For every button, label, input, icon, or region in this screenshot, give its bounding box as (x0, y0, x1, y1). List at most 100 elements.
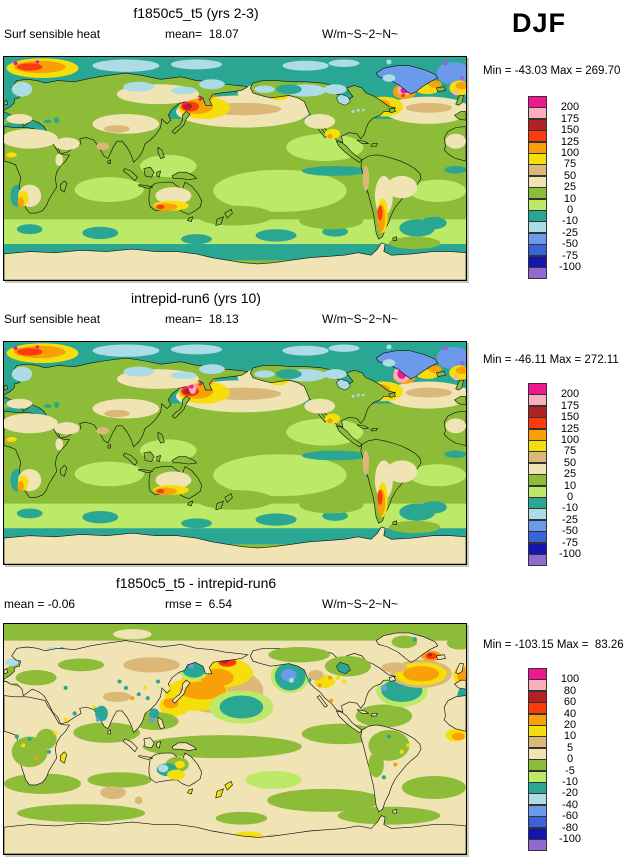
colorbar-tick-label: -100 (558, 261, 582, 273)
panel1-units-label: W/m~S~2~N~ (322, 27, 399, 41)
colorbar-tick-label: 175 (560, 399, 580, 412)
colorbar-tick-label: 75 (563, 445, 577, 458)
colorbar-tick-label: -100 (558, 833, 582, 845)
colorbar-cell (528, 793, 547, 806)
colorbar-tick-label: -25 (562, 226, 578, 239)
colorbar-tick-label: 0 (566, 491, 574, 503)
colorbar-tick-label: -80 (562, 821, 578, 834)
colorbar-cell (528, 747, 547, 760)
panel3-world-map-canvas (4, 624, 466, 854)
colorbar-cell (528, 383, 547, 395)
colorbar-cell (528, 804, 547, 817)
colorbar-tick-label: -10 (562, 502, 578, 515)
panel3-units-label: W/m~S~2~N~ (322, 597, 399, 611)
colorbar-cell (528, 816, 547, 829)
colorbar-cell (528, 428, 547, 441)
colorbar-cell (528, 497, 547, 509)
panel2-mean-stat: mean= 18.13 (165, 312, 239, 326)
panel1-world-map-canvas (4, 57, 466, 280)
colorbar-tick-label: 60 (563, 696, 577, 709)
panel2-units-label: W/m~S~2~N~ (322, 312, 399, 326)
colorbar-tick-label: 0 (566, 204, 574, 216)
season-label: DJF (511, 8, 566, 38)
colorbar-tick-label: 40 (563, 707, 577, 720)
colorbar-cell (528, 542, 547, 555)
colorbar-cell (528, 668, 547, 680)
panel2-minmax: Min = -46.11 Max = 272.11 (483, 354, 619, 366)
colorbar-tick-label: 10 (563, 479, 577, 492)
colorbar-cell (528, 221, 547, 234)
colorbar-tick-label: 125 (560, 135, 580, 148)
colorbar-cell (528, 394, 547, 407)
colorbar-cell (528, 531, 547, 544)
panel2-title: intrepid-run6 (yrs 10) (131, 290, 261, 306)
colorbar-cell (528, 153, 547, 165)
colorbar-cell (528, 554, 547, 566)
colorbar-tick-label: -40 (562, 798, 578, 811)
colorbar-tick-label: -60 (562, 810, 578, 823)
colorbar-cell (528, 462, 547, 475)
colorbar-tick-label: 50 (563, 456, 577, 469)
colorbar-cell (528, 485, 547, 498)
colorbar-cell (528, 679, 547, 692)
colorbar-tick-label: 10 (563, 730, 577, 743)
colorbar-tick-label: 50 (563, 169, 577, 182)
panel1-mean-stat: mean= 18.07 (165, 27, 239, 41)
colorbar-cell (528, 405, 547, 418)
colorbar-cell (528, 96, 547, 108)
colorbar-cell (528, 440, 547, 452)
colorbar-cell (528, 839, 547, 851)
colorbar-tick-label: 25 (563, 181, 577, 194)
colorbar-cell (528, 508, 547, 521)
colorbar-tick-label: -5 (565, 764, 575, 777)
colorbar-tick-label: 125 (560, 422, 580, 435)
panel3-map (3, 623, 467, 855)
colorbar-tick-label: -50 (562, 238, 578, 251)
colorbar-cell (528, 736, 547, 749)
panel3-minmax: Min = -103.15 Max = 83.26 (483, 639, 624, 651)
colorbar-cell (528, 519, 547, 532)
colorbar-cell (528, 187, 547, 200)
colorbar-cell (528, 782, 547, 794)
panel1-map (3, 56, 467, 281)
colorbar-tick-label: -20 (562, 787, 578, 800)
colorbar-tick-label: -10 (562, 776, 578, 788)
colorbar-cell (528, 474, 547, 487)
colorbar-cell (528, 267, 547, 279)
panel3-mean-stat: mean = -0.06 (4, 597, 76, 611)
colorbar-tick-label: 20 (563, 719, 577, 731)
panel2-variable-label: Surf sensible heat (4, 312, 101, 326)
panel1-minmax: Min = -43.03 Max = 269.70 (483, 65, 621, 77)
panel2-colorbar: 200 175 150 125 100 75 50 25 10 0 -10 -25 -50 -75 -100 (528, 383, 581, 566)
colorbar-cell (528, 255, 547, 268)
colorbar-cell (528, 198, 547, 211)
colorbar-tick-label: 100 (560, 434, 580, 446)
colorbar-cell (528, 417, 547, 430)
colorbar-cell (528, 725, 547, 737)
colorbar-cell (528, 759, 547, 772)
colorbar-tick-label: -100 (558, 548, 582, 560)
colorbar-cell (528, 770, 547, 783)
colorbar-tick-label: 0 (566, 753, 574, 766)
colorbar-tick-label: 150 (560, 411, 580, 424)
colorbar-cell (528, 451, 547, 464)
colorbar-cell (528, 690, 547, 703)
colorbar-tick-label: 200 (560, 388, 580, 401)
panel3-colorbar: 100 80 60 40 20 10 5 0 -5 -10 -20 -40 -60 -80 -100 (528, 668, 581, 851)
colorbar-tick-label: -75 (562, 249, 578, 262)
panel1-variable-label: Surf sensible heat (4, 27, 101, 41)
colorbar-tick-label: 200 (560, 101, 580, 114)
colorbar-cell (528, 164, 547, 177)
colorbar-tick-label: 100 (560, 673, 580, 686)
panel3-rmse-stat: rmse = 6.54 (165, 597, 233, 611)
panel2-map (3, 341, 467, 565)
colorbar-tick-label: -10 (562, 215, 578, 228)
colorbar-tick-label: 150 (560, 124, 580, 137)
colorbar-tick-label: 175 (560, 112, 580, 125)
colorbar-cell (528, 713, 547, 726)
colorbar-tick-label: -50 (562, 525, 578, 538)
colorbar-tick-label: 25 (563, 468, 577, 481)
colorbar-cell (528, 827, 547, 840)
panel2-world-map-canvas (4, 342, 466, 564)
